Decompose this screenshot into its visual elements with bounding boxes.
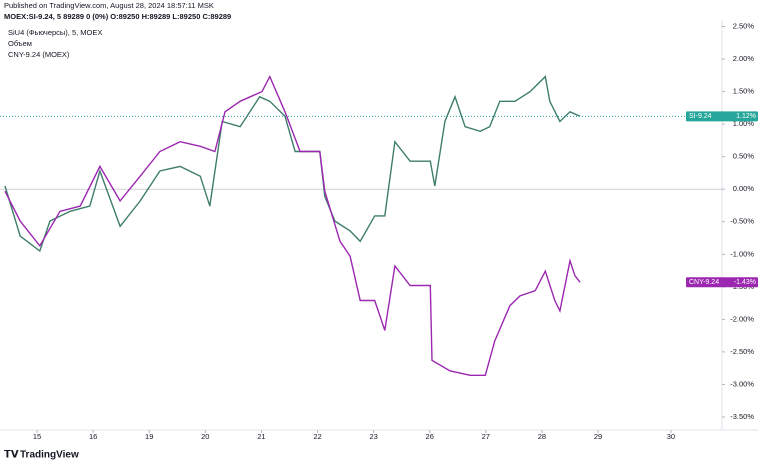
y-tick-label: -3.50% [730, 412, 754, 421]
price-tag [686, 277, 758, 288]
price-tag-name: CNY-9.24 [689, 279, 719, 286]
y-tick-label: -2.50% [730, 347, 754, 356]
symbol-line: MOEX:SI-9.24, 5 89289 0 (0%) O:89250 H:8… [4, 12, 231, 21]
legend-entry: CNY-9.24 (MOEX) [8, 50, 70, 59]
volume-label: Объем [8, 39, 32, 48]
x-tick-label: 27 [482, 432, 490, 441]
x-tick-label: 16 [89, 432, 97, 441]
footer [0, 446, 758, 465]
y-tick-label: 0.50% [733, 152, 755, 161]
x-tick-label: 19 [145, 432, 153, 441]
y-tick-label: -2.00% [730, 314, 754, 323]
y-tick-label: 0.00% [733, 184, 755, 193]
legend-entry: SiU4 (Фьючерсы), 5, MOEX [8, 28, 102, 37]
y-tick-label: -1.00% [730, 249, 754, 258]
published-note: Published on TradingView.com, August 28,… [4, 1, 214, 10]
x-tick-label: 22 [313, 432, 321, 441]
y-tick-label: -0.50% [730, 217, 754, 226]
price-tag-name: SI-9.24 [689, 113, 712, 120]
x-tick-label: 20 [201, 432, 209, 441]
y-tick-label: 1.00% [733, 119, 755, 128]
x-tick-label: 26 [426, 432, 434, 441]
logo-mark: 𝗧𝗩 [4, 450, 19, 461]
x-tick-label: 30 [667, 432, 675, 441]
x-tick-label: 28 [538, 432, 546, 441]
y-tick-label: 1.50% [733, 87, 755, 96]
x-tick-label: 15 [33, 432, 41, 441]
y-tick-label: -3.00% [730, 379, 754, 388]
series-line [4, 74, 581, 376]
x-tick-label: 29 [594, 432, 602, 441]
brand: TradingView [20, 450, 79, 461]
series-line [4, 75, 581, 253]
x-tick-label: 23 [369, 432, 377, 441]
price-tag-value: -1.43% [734, 279, 756, 286]
y-tick-label: 2.00% [733, 54, 755, 63]
y-tick-label: 2.50% [733, 21, 755, 30]
x-tick-label: 21 [257, 432, 265, 441]
price-tag [686, 111, 758, 122]
price-tag-value: 1.12% [736, 113, 756, 120]
